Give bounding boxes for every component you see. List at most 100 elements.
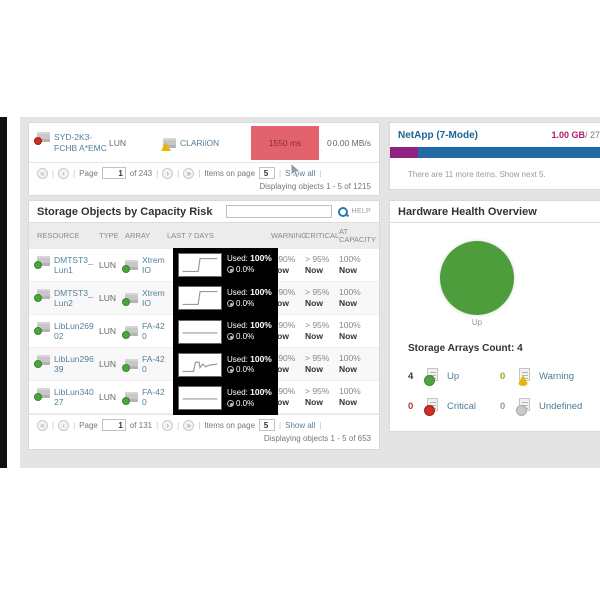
resource-link[interactable]: DMTST3_Lun1 (54, 254, 93, 275)
array-ok-icon (122, 260, 138, 273)
usage-text: Used: 100% 0.0% (227, 320, 272, 342)
pagination-bar: « | ‹ | Page of 243 | › | » | Items on p… (29, 162, 379, 193)
legend-up-link[interactable]: Up (447, 370, 460, 382)
page-label: Page (79, 420, 98, 430)
resource-link[interactable]: LibLun26902 (54, 320, 94, 341)
page-input[interactable] (101, 167, 126, 179)
legend-warning-link[interactable]: Warning (539, 370, 575, 382)
at-capacity-cell: 100% Now (339, 353, 361, 374)
critical-cell: > 95% Now (305, 254, 330, 275)
warning-cell: > 90% Now (271, 287, 296, 308)
legend-critical-link[interactable]: Critical (447, 400, 477, 412)
page-input[interactable] (101, 419, 126, 431)
col-type: Type (99, 230, 119, 240)
type-cell: LUN (99, 260, 117, 270)
at-capacity-cell: 100% Now (339, 320, 361, 341)
netapp-title-link[interactable]: NetApp (7-Mode) (398, 130, 478, 141)
last-page-icon[interactable]: » (183, 167, 195, 179)
panel-title: Storage Objects by Capacity Risk (37, 205, 213, 218)
last7days-tooltip-overlay: Used: 100% 0.0% Used: 100% 0.0% Used: 100% 0.… (173, 248, 278, 415)
more-items-text[interactable]: There are 11 more items. Show next 5. (408, 170, 546, 179)
at-capacity-cell: 100% Now (339, 254, 361, 275)
items-on-page-input[interactable] (259, 419, 276, 431)
legend-undefined-link[interactable]: Undefined (539, 400, 583, 412)
usage-text: Used: 100% 0.0% (227, 253, 272, 275)
array-link[interactable]: FA-420 (142, 386, 165, 407)
critical-cell: > 95% Now (305, 353, 330, 374)
throughput-cell: 0.00 MB/s (332, 137, 371, 148)
legend-item-critical: 0 Critical (408, 398, 500, 416)
array-link[interactable]: CLARiiON (180, 137, 220, 148)
type-cell: LUN (99, 359, 117, 369)
type-cell: LUN (109, 137, 127, 148)
table-header: Resource Type Array Last 7 days Warning … (29, 223, 379, 249)
warning-cell: > 90% Now (271, 353, 296, 374)
col-array: Array (125, 230, 151, 240)
last-page-icon[interactable]: » (183, 419, 195, 431)
next-page-icon[interactable]: › (162, 419, 174, 431)
page-of: of 243 (129, 168, 153, 178)
col-critical: Critical (305, 230, 340, 240)
col-warning: Warning (271, 230, 307, 240)
array-ok-icon (122, 326, 138, 339)
resource-link[interactable]: LibLun29639 (54, 353, 94, 374)
show-all-link[interactable]: Show all (285, 420, 316, 430)
first-page-icon[interactable]: « (37, 419, 48, 431)
col-last7: Last 7 days (167, 230, 214, 240)
prev-page-icon[interactable]: ‹ (58, 167, 70, 179)
search-input[interactable] (225, 205, 332, 218)
usage-tooltip: Used: 100% 0.0% (173, 315, 278, 348)
storage-arrays-count: Storage Arrays Count: 4 (408, 343, 523, 354)
health-pie-chart[interactable] (440, 241, 514, 315)
array-link[interactable]: FA-420 (142, 320, 165, 341)
warning-cell: > 90% Now (271, 386, 296, 407)
legend-item-up: 4 Up (408, 368, 500, 386)
resource-link[interactable]: DMTST3_Lun2 (54, 287, 93, 308)
lun-ok-icon (34, 255, 50, 269)
usage-text: Used: 100% 0.0% (227, 387, 272, 408)
lun-performance-panel: SYD-2K3-FCHB A*EMC LUN CLARiiON 1550 ms … (28, 122, 380, 196)
array-undefined-icon (516, 398, 532, 416)
type-cell: LUN (99, 326, 117, 336)
usage-text: Used: 100% 0.0% (227, 353, 272, 375)
array-link[interactable]: XtremIO (142, 287, 165, 308)
array-link[interactable]: FA-420 (142, 353, 165, 374)
col-at-capacity: At Capacity (339, 226, 376, 244)
table-row: SYD-2K3-FCHB A*EMC LUN CLARiiON 1550 ms … (29, 123, 379, 162)
prev-page-icon[interactable]: ‹ (58, 419, 70, 431)
array-link[interactable]: XtremIO (142, 254, 165, 275)
pie-slice-label: Up (471, 318, 483, 327)
legend-item-warning: 0 Warning (500, 368, 588, 386)
show-all-link[interactable]: Show all (285, 168, 316, 178)
lun-error-icon (34, 132, 50, 146)
sparkline-chart (178, 386, 222, 411)
pagination-bar: « | ‹ | Page of 131 | › | » | Items on p… (29, 414, 379, 445)
critical-cell: > 95% Now (305, 320, 330, 341)
table-row: LibLun26902 LUN FA-420 > 90% Now > 95% Now 100%… (29, 315, 379, 348)
at-capacity-cell: 100% Now (339, 287, 361, 308)
hardware-health-panel: Hardware Health Overview Up Storage Arra… (389, 200, 600, 432)
warning-cell: > 90% Now (271, 254, 296, 275)
resource-link[interactable]: SYD-2K3-FCHB A*EMC (54, 132, 107, 153)
col-resource: Resource (37, 230, 80, 240)
first-page-icon[interactable]: « (37, 167, 48, 179)
usage-tooltip: Used: 100% 0.0% (173, 348, 278, 381)
array-ok-icon (122, 293, 138, 306)
free-space-icon (227, 266, 234, 274)
search-icon[interactable] (337, 206, 349, 218)
type-cell: LUN (99, 392, 117, 402)
resource-link[interactable]: LibLun34027 (54, 386, 94, 407)
usage-tooltip: Used: 100% 0.0% (173, 382, 278, 415)
used-capacity-text: 1.00 GB (551, 130, 585, 140)
items-on-page-input[interactable] (259, 167, 276, 179)
free-space-icon (227, 299, 234, 307)
free-space-icon (227, 399, 234, 407)
capacity-risk-panel: Storage Objects by Capacity Risk HELP Re… (28, 200, 380, 450)
lun-ok-icon (34, 387, 50, 401)
help-link[interactable]: HELP (351, 208, 371, 215)
sparkline-chart (178, 352, 222, 377)
array-ok-icon (122, 359, 138, 372)
next-page-icon[interactable]: › (162, 167, 174, 179)
displaying-objects-text: Displaying objects 1 - 5 of 653 (263, 434, 371, 443)
array-warning-icon (517, 368, 532, 386)
